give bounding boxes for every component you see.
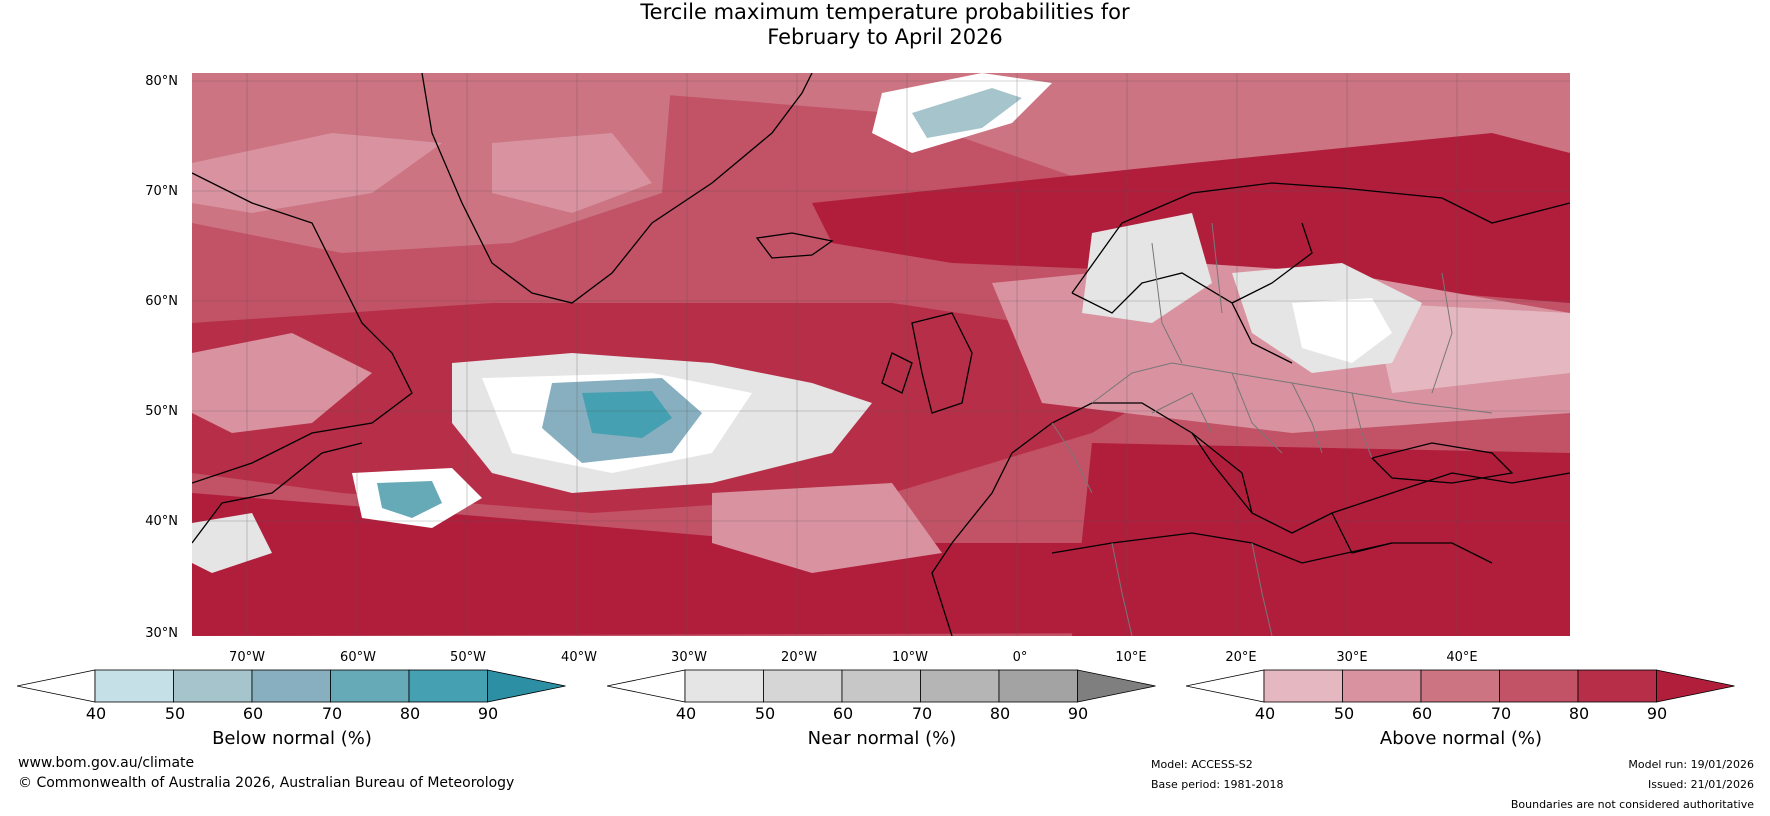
copyright-text: © Commonwealth of Australia 2026, Austra… — [18, 775, 515, 791]
near-bar-segment-3 — [841, 669, 921, 703]
disclaimer-text: Boundaries are not considered authoritat… — [1510, 798, 1754, 811]
above-tick-50: 50 — [1333, 704, 1355, 723]
above-tick-60: 60 — [1411, 704, 1433, 723]
lon-label-70w: 70°W — [229, 650, 265, 665]
near-bar-extend-high — [1077, 669, 1156, 703]
below-tick-90: 90 — [477, 704, 499, 723]
base-period-text: Base period: 1981-2018 — [1151, 778, 1284, 791]
issued-text: Issued: 21/01/2026 — [1647, 778, 1754, 791]
below-bar-segment-4 — [330, 669, 410, 703]
lon-label-0: 0° — [1012, 650, 1028, 665]
above-bar-segment-5 — [1577, 669, 1657, 703]
lon-label-20w: 20°W — [781, 650, 817, 665]
near-tick-90: 90 — [1067, 704, 1089, 723]
above-bar-segment-2 — [1342, 669, 1422, 703]
country-borders — [1051, 222, 1493, 636]
above-bar-extend-high — [1656, 669, 1735, 703]
below-tick-50: 50 — [164, 704, 186, 723]
below-bar-segment-1 — [94, 669, 174, 703]
below-bar-extend-low — [17, 669, 96, 703]
below-tick-60: 60 — [242, 704, 264, 723]
model-run-text: Model run: 19/01/2026 — [1628, 758, 1754, 771]
lon-label-40w: 40°W — [561, 650, 597, 665]
near-tick-80: 80 — [989, 704, 1011, 723]
below-tick-70: 70 — [321, 704, 343, 723]
below-bar-extend-high — [487, 669, 566, 703]
near-bar-segment-4 — [920, 669, 1000, 703]
below-tick-80: 80 — [399, 704, 421, 723]
lon-label-10e: 10°E — [1115, 650, 1147, 665]
lon-label-20e: 20°E — [1225, 650, 1257, 665]
above-bar-extend-low — [1186, 669, 1265, 703]
near-tick-60: 60 — [832, 704, 854, 723]
above-bar-segment-1 — [1263, 669, 1343, 703]
map-gridlines — [192, 73, 1570, 636]
above-tick-70: 70 — [1490, 704, 1512, 723]
near-bar-segment-5 — [998, 669, 1078, 703]
map-title: Tercile maximum temperature probabilitie… — [0, 0, 1770, 50]
above-bar-segment-4 — [1499, 669, 1579, 703]
near-tick-70: 70 — [911, 704, 933, 723]
near-normal-label: Near normal (%) — [807, 728, 957, 749]
above-normal-label: Above normal (%) — [1379, 728, 1543, 749]
lon-label-40e: 40°E — [1446, 650, 1478, 665]
lat-label-70n: 70°N — [145, 184, 178, 199]
colorbar-above — [1186, 669, 1735, 703]
colorbar-near — [607, 669, 1156, 703]
lon-label-50w: 50°W — [450, 650, 486, 665]
near-bar-extend-low — [607, 669, 686, 703]
lat-label-50n: 50°N — [145, 404, 178, 419]
below-tick-40: 40 — [85, 704, 107, 723]
near-tick-50: 50 — [754, 704, 776, 723]
below-bar-segment-3 — [251, 669, 331, 703]
near-bar-segment-2 — [763, 669, 843, 703]
below-bar-segment-2 — [173, 669, 253, 703]
colorbar-below — [17, 669, 566, 703]
lon-label-30w: 30°W — [671, 650, 707, 665]
above-tick-80: 80 — [1568, 704, 1590, 723]
model-text: Model: ACCESS-S2 — [1151, 758, 1253, 771]
title-line-2: February to April 2026 — [767, 25, 1003, 49]
above-tick-90: 90 — [1646, 704, 1668, 723]
above-bar-segment-3 — [1420, 669, 1500, 703]
below-normal-label: Below normal (%) — [212, 728, 372, 749]
near-tick-40: 40 — [675, 704, 697, 723]
colorbar-below-segments — [17, 669, 566, 703]
title-line-1: Tercile maximum temperature probabilitie… — [640, 0, 1130, 24]
colorbar-near-segments — [607, 669, 1156, 703]
lat-label-80n: 80°N — [145, 74, 178, 89]
colorbar-above-segments — [1186, 669, 1735, 703]
lat-label-40n: 40°N — [145, 514, 178, 529]
lon-label-60w: 60°W — [340, 650, 376, 665]
lat-label-60n: 60°N — [145, 294, 178, 309]
near-bar-segment-1 — [684, 669, 764, 703]
map-canvas — [192, 73, 1570, 636]
above-tick-40: 40 — [1254, 704, 1276, 723]
lon-label-10w: 10°W — [892, 650, 928, 665]
lon-label-30e: 30°E — [1336, 650, 1368, 665]
website-link[interactable]: www.bom.gov.au/climate — [18, 755, 195, 771]
lat-label-30n: 30°N — [145, 626, 178, 641]
probability-map — [192, 73, 1570, 636]
below-bar-segment-5 — [408, 669, 488, 703]
